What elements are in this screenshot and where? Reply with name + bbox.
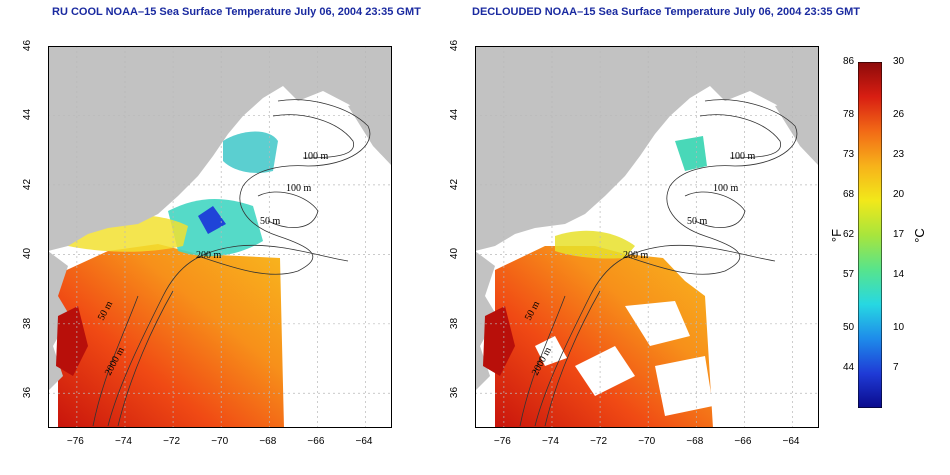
fahrenheit-tick-label: 86 (843, 56, 855, 67)
bathymetry-contour (544, 290, 601, 427)
cool-water-patch (223, 131, 278, 173)
fahrenheit-tick-label: 44 (843, 362, 855, 374)
cloud-mask (575, 346, 635, 396)
lat-tick-label: 46 (449, 39, 461, 52)
colorbar-gradient (858, 62, 882, 408)
fahrenheit-tick-label: 78 (843, 109, 855, 121)
celsius-tick-label: 14 (893, 268, 905, 280)
cloud-mask (625, 301, 690, 346)
lon-tick-label: −74 (541, 436, 559, 447)
lon-tick-label: −66 (307, 436, 325, 447)
lon-tick-label: −64 (355, 436, 373, 447)
contour-label: 100 m (713, 183, 739, 194)
lat-tick-label: 36 (449, 387, 461, 399)
celsius-tick-label: 7 (893, 362, 899, 374)
lon-tick-label: −76 (66, 436, 84, 447)
lon-tick-label: −72 (163, 436, 181, 447)
map-frame (48, 46, 392, 428)
celsius-tick-label: 26 (893, 109, 905, 121)
bathymetry-contour (519, 295, 566, 427)
warm-front-region (555, 230, 635, 259)
lat-tick-label: 38 (449, 317, 461, 329)
lat-tick-label: 40 (22, 248, 34, 260)
lat-tick-label: 42 (449, 178, 461, 190)
bathymetry-contour (534, 244, 776, 427)
bathymetry-contour (257, 191, 319, 228)
bathymetry-contour (117, 290, 174, 427)
celsius-tick-label: 20 (893, 189, 905, 201)
map-frame (475, 46, 819, 428)
celsius-tick-label: 23 (893, 149, 905, 161)
celsius-tick-label: 30 (893, 56, 905, 67)
lon-tick-label: −64 (782, 436, 800, 447)
warm-water-region (58, 244, 284, 428)
lat-tick-label: 40 (449, 248, 461, 260)
fahrenheit-tick-label: 57 (843, 268, 855, 280)
lat-tick-label: 36 (22, 387, 34, 399)
fahrenheit-unit-label: °F (829, 228, 845, 243)
land-mass (48, 46, 392, 251)
lon-tick-label: −74 (114, 436, 132, 447)
lat-tick-label: 44 (22, 109, 34, 121)
contour-label: 50 m (260, 216, 281, 227)
fahrenheit-tick-label: 50 (843, 322, 855, 334)
bathymetry-contour (684, 191, 746, 228)
lon-tick-label: −70 (211, 436, 229, 447)
lat-tick-label: 44 (449, 109, 461, 121)
right-panel-title: DECLOUDED NOAA–15 Sea Surface Temperatur… (472, 6, 861, 18)
lon-tick-label: −68 (686, 436, 704, 447)
celsius-tick-label: 17 (893, 229, 905, 240)
cold-patch (198, 206, 226, 234)
celsius-unit-label: °C (911, 228, 927, 243)
lon-tick-label: −76 (493, 436, 511, 447)
cloud-mask (535, 336, 567, 366)
lon-tick-label: −70 (638, 436, 656, 447)
bathymetry-contour (272, 114, 354, 159)
bathymetry-contour (699, 114, 781, 159)
lon-tick-label: −72 (590, 436, 608, 447)
bathymetry-contour (624, 99, 798, 275)
fahrenheit-tick-label: 68 (843, 189, 855, 201)
lon-tick-label: −68 (259, 436, 277, 447)
contour-label: 100 m (286, 183, 312, 194)
bathymetry-contour (197, 99, 371, 275)
celsius-tick-label: 10 (893, 322, 905, 334)
bathymetry-contour (107, 244, 349, 427)
lat-tick-label: 38 (22, 317, 34, 329)
contour-label: 200 m (196, 250, 222, 261)
bathymetry-contour (92, 295, 139, 427)
lat-tick-label: 42 (22, 178, 34, 190)
temperature-colorbar (858, 62, 882, 408)
lon-tick-label: −66 (734, 436, 752, 447)
contour-label: 100 m (730, 151, 756, 162)
contour-label: 200 m (623, 250, 649, 261)
land-mass (475, 46, 819, 251)
cool-water-patch (675, 136, 707, 171)
contour-label: 50 m (687, 216, 708, 227)
cloud-mask (655, 356, 713, 416)
contour-label: 100 m (303, 151, 329, 162)
fahrenheit-tick-label: 62 (843, 229, 855, 240)
lat-tick-label: 46 (22, 39, 34, 52)
left-panel-title: RU COOL NOAA–15 Sea Surface Temperature … (52, 6, 421, 18)
fahrenheit-tick-label: 73 (843, 149, 855, 161)
